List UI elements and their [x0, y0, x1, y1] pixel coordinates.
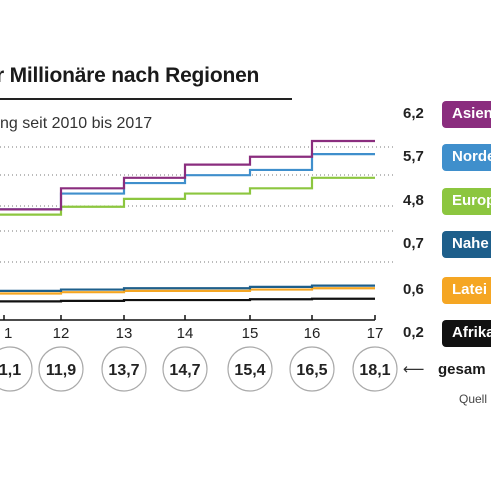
legend-badge: Europ — [442, 188, 491, 215]
source-note: Quell — [459, 392, 488, 406]
legend-badge: Asien — [442, 101, 491, 128]
series-line-asien — [0, 139, 375, 211]
total-circle — [227, 346, 273, 392]
series-line-nahe — [0, 284, 375, 292]
legend-value: 6,2 — [403, 105, 424, 122]
total-value: 16,5 — [296, 362, 327, 379]
x-tick-label: 12 — [53, 325, 70, 342]
legend-badge: Norde — [442, 144, 491, 171]
total-circle — [289, 346, 335, 392]
legend-badge: Latei — [442, 277, 491, 304]
title-underline — [0, 98, 292, 100]
total-circle — [38, 346, 84, 392]
total-value: 15,4 — [234, 362, 265, 379]
legend-badge: Nahe — [442, 231, 491, 258]
chart-title: r Millionäre nach Regionen — [0, 64, 260, 87]
series-line-latei — [0, 287, 375, 295]
total-value: 13,7 — [108, 362, 139, 379]
x-tick-label: 17 — [367, 325, 384, 342]
total-value: 1,1 — [0, 362, 21, 379]
x-tick-label: 1 — [4, 325, 12, 342]
total-value: 18,1 — [359, 362, 390, 379]
legend-value: 0,2 — [403, 324, 424, 341]
total-circle — [0, 346, 33, 392]
total-value: 11,9 — [46, 362, 76, 379]
x-tick-label: 13 — [116, 325, 133, 342]
total-value: 14,7 — [169, 362, 200, 379]
series-line-afrika — [0, 297, 375, 303]
total-label: gesam — [438, 361, 486, 378]
x-tick-label: 15 — [242, 325, 259, 342]
legend-value: 4,8 — [403, 192, 424, 209]
total-circle — [162, 346, 208, 392]
total-circle — [101, 346, 147, 392]
arrow-left-icon: ⟵ — [403, 361, 425, 378]
legend-badge: Afrika — [442, 320, 491, 347]
chart-subtitle: ng seit 2010 bis 2017 — [0, 115, 153, 132]
x-tick-label: 16 — [304, 325, 321, 342]
x-tick-label: 14 — [177, 325, 194, 342]
legend-value: 5,7 — [403, 148, 424, 165]
total-circle — [352, 346, 398, 392]
series-line-norde — [0, 153, 375, 211]
legend-value: 0,6 — [403, 281, 424, 298]
legend-value: 0,7 — [403, 235, 424, 252]
